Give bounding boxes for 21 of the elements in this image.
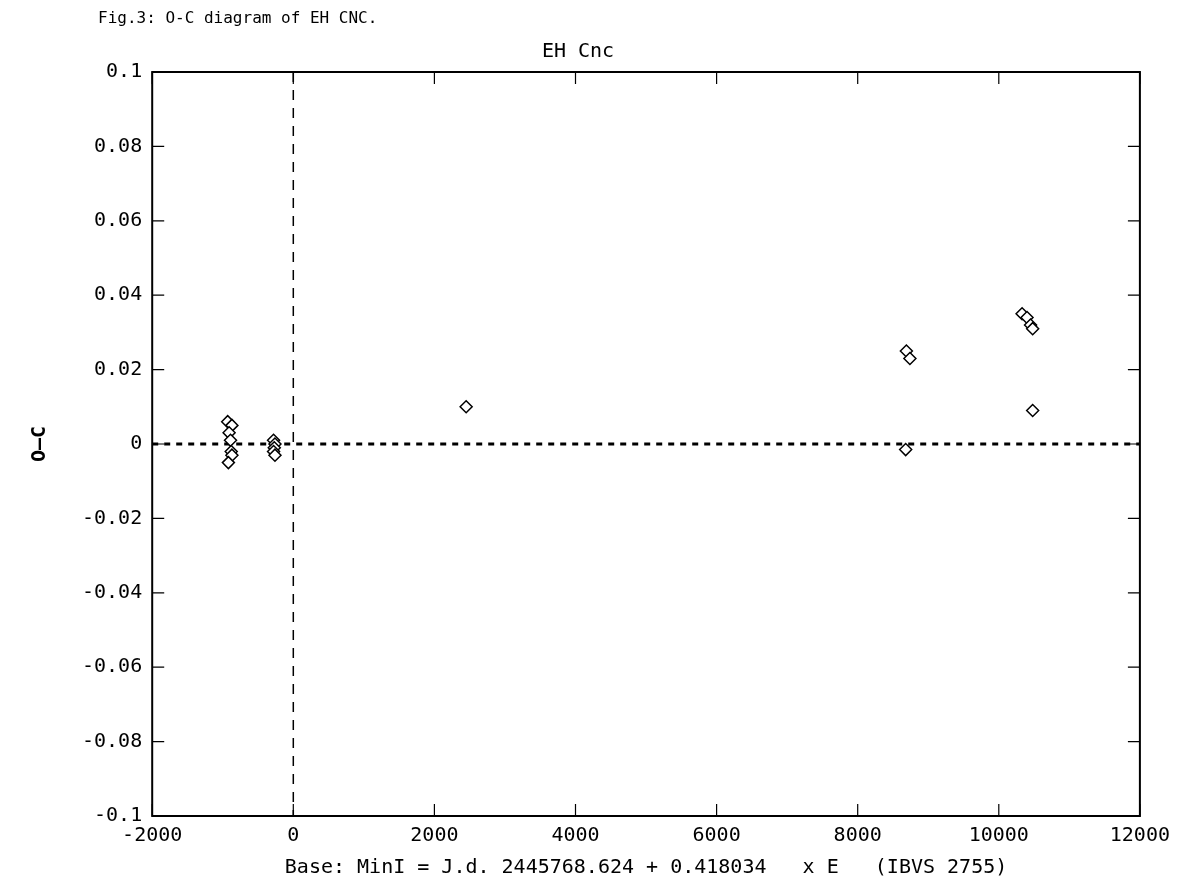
y-tick-label: 0.1	[106, 58, 143, 83]
y-tick-label: -0.02	[81, 504, 143, 529]
x-tick-label: 8000	[833, 822, 882, 847]
y-tick-label: -0.04	[81, 579, 143, 603]
y-tick-label: -0.06	[81, 653, 143, 678]
y-tick-label: 0.04	[94, 281, 143, 306]
x-tick-label: 6000	[692, 822, 741, 847]
chart-title: EH Cnc	[541, 38, 615, 63]
x-axis-title: Base: MinI = J.d. 2445768.624 + 0.418034 x E (IBVS 2755)	[284, 854, 1008, 879]
caption: Fig.3: O-C diagram of EH CNC.	[97, 8, 379, 29]
x-tick-label: 2000	[410, 822, 459, 847]
x-tick-label: 10000	[968, 822, 1029, 847]
y-tick-label: 0.08	[94, 132, 143, 157]
y-tick-label: 0.02	[94, 355, 143, 380]
y-axis-title: O—C	[26, 425, 51, 463]
x-tick-label: 4000	[551, 822, 600, 847]
y-tick-label: -0.08	[81, 727, 143, 752]
x-tick-label: 12000	[1109, 822, 1171, 847]
y-tick-label: 0.06	[94, 207, 143, 231]
x-tick-label: 0	[287, 822, 300, 847]
y-tick-label: 0	[130, 430, 143, 455]
